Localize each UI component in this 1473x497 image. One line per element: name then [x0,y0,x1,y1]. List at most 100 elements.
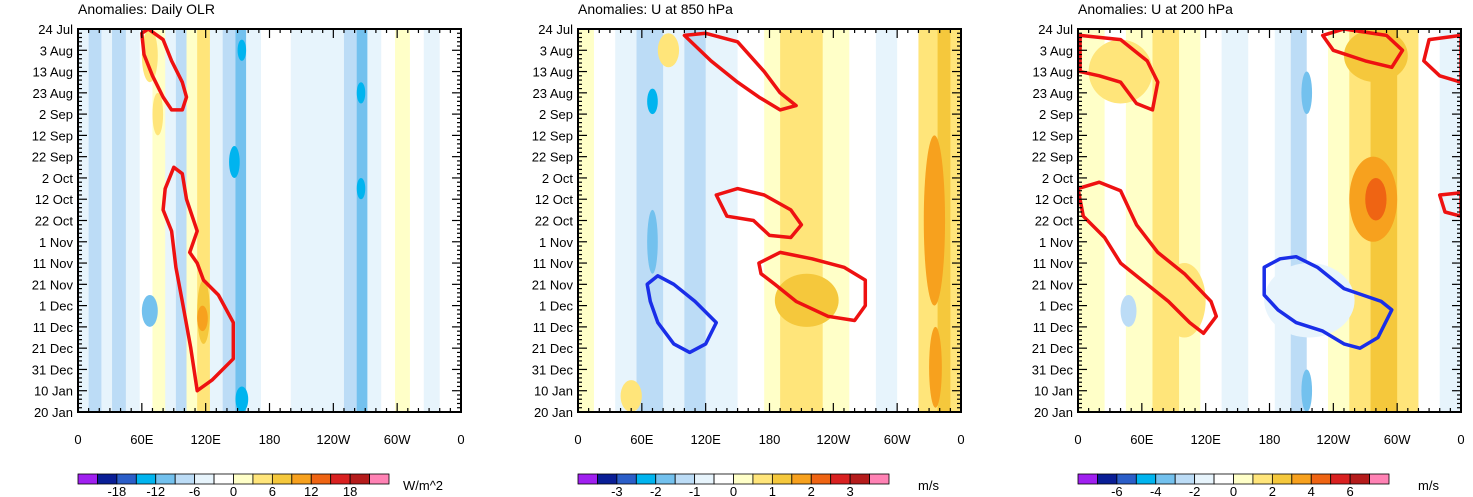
heat-blob [197,305,208,332]
x-tick-label: 60W [384,432,411,447]
contour-lines [645,31,868,355]
colorbar-swatch [1155,473,1176,485]
panel-u200: Anomalies: U at 200 hPa 24 Jul 3 Aug 13 Au… [1032,1,1465,497]
heat-column [197,29,211,412]
colorbar-swatch [771,473,793,485]
y-tick-label: 21 Dec [32,341,74,356]
colorbar-label: 0 [1230,484,1237,497]
colorbar-swatch [830,473,851,485]
colorbar-swatch [233,473,254,485]
heat-blob [1365,177,1387,221]
y-tick-label: 12 Oct [1035,192,1074,207]
x-tick-label: 120W [1316,432,1351,447]
y-tick-label: 10 Jan [534,384,573,399]
x-tick-label: 120W [816,432,851,447]
heat-column [88,29,102,412]
heat-blob [1120,294,1137,327]
red-contour [140,29,189,112]
y-tick-label: 23 Aug [1033,86,1074,101]
blue-contour [1262,254,1394,350]
y-tick-label: 21 Nov [1032,277,1074,292]
red-contour [714,186,804,240]
panel-u850: Anomalies: U at 850 hPa 24 Jul 3 Aug 13 Au… [532,1,965,497]
colorbar-swatch [252,473,273,485]
heat-column [796,29,824,412]
heat-column [409,29,425,412]
colorbar-swatch [1233,473,1254,485]
heat-column [165,29,177,412]
colorbar-swatch [1174,473,1196,485]
heat-column [849,29,877,412]
x-tick-label: 120E [690,432,721,447]
colorbar-swatch [655,473,676,485]
heat-column [367,29,382,412]
colorbar-label: 0 [230,484,237,497]
heat-blob [929,326,942,408]
panel-title: Anomalies: U at 200 hPa [1078,1,1233,17]
heatmap-cells [578,29,961,412]
heat-column [260,29,292,412]
colorbar-swatch [135,473,157,485]
heat-blob [647,88,658,115]
x-tick-label: 0 [1457,432,1464,447]
colorbar-swatch [1252,473,1273,485]
y-tick-label: 22 Sep [32,150,73,165]
y-tick-label: 2 Sep [39,107,73,122]
colorbar-swatch [1116,473,1137,485]
red-contour [1078,33,1160,112]
colorbar-swatch [194,473,215,485]
x-tick-label: 60W [884,432,911,447]
y-tick-label: 24 Jul [38,22,73,37]
heat-column [875,29,898,412]
y-tick-label: 2 Oct [42,171,73,186]
colorbar-swatch [616,473,637,485]
heat-column [1200,29,1223,412]
colorbar: -18 -12 -6 0 6 12 18 [77,473,390,497]
colorbar-swatch [116,473,137,485]
colorbar-swatch [1077,473,1098,485]
colorbar-swatch [1135,473,1157,485]
y-tick-label: 1 Nov [539,235,573,250]
colorbar-swatch [577,473,598,485]
heat-column [175,29,188,412]
y-tick-label: 1 Dec [539,299,573,314]
colorbar-swatch [349,473,370,485]
colorbar-swatch [213,473,234,485]
heat-column [780,29,797,412]
heat-column [1179,29,1201,412]
colorbar-label: -2 [1189,484,1201,497]
colorbar-swatch [849,473,870,485]
colorbar-swatch [1271,473,1293,485]
colorbar-label: -6 [189,484,201,497]
x-tick-label: 120W [316,432,351,447]
heat-blob [1264,263,1355,338]
y-tick-label: 20 Jan [534,405,573,420]
y-tick-label: 22 Oct [35,214,74,229]
heat-blob [141,294,158,327]
heat-column [139,29,153,412]
colorbar-label: 18 [343,484,357,497]
x-tick-label: 60E [630,432,653,447]
colorbar-swatch [713,473,734,485]
heat-blob [1088,39,1153,104]
heat-column [290,29,345,412]
colorbar-label: 2 [808,484,815,497]
y-tick-label: 3 Aug [1040,43,1073,58]
heat-column [423,29,441,412]
colorbar-label: 0 [730,484,737,497]
y-tick-label: 21 Nov [532,277,574,292]
colorbar-swatch [155,473,176,485]
colorbar-label: -1 [689,484,701,497]
x-tick-label: 0 [457,432,464,447]
axes: 24 Jul 3 Aug 13 Aug 23 Aug 2 Sep 12 Sep 22 Sep… [32,22,465,447]
colorbar-swatch [674,473,696,485]
colorbar-swatch [330,473,351,485]
y-tick-label: 11 Dec [1033,320,1074,335]
colorbar-label: 1 [769,484,776,497]
y-tick-label: 12 Oct [35,192,74,207]
heat-blob [141,29,158,83]
red-contour [1437,191,1461,218]
contour-lines [140,29,236,393]
heat-blob [620,380,642,412]
